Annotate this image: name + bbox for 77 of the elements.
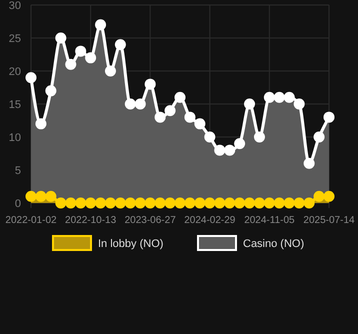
- point: [104, 198, 116, 208]
- point: [184, 112, 196, 123]
- x-tick-label: 2024-02-29: [184, 215, 236, 226]
- y-tick-label: 25: [8, 33, 21, 45]
- point: [164, 198, 176, 208]
- x-tick-label: 2023-06-27: [124, 215, 176, 226]
- point: [26, 72, 36, 84]
- point: [75, 46, 86, 57]
- point: [55, 32, 66, 44]
- point: [134, 198, 146, 208]
- point: [244, 98, 256, 110]
- point: [314, 132, 325, 142]
- point: [204, 132, 216, 142]
- point: [55, 198, 66, 208]
- point: [35, 118, 46, 130]
- point: [324, 112, 334, 123]
- y-tick-label: 10: [8, 132, 21, 144]
- point: [224, 144, 236, 156]
- point: [274, 198, 285, 208]
- point: [244, 198, 256, 208]
- point: [104, 66, 116, 76]
- point: [124, 98, 136, 110]
- point: [85, 198, 96, 208]
- point: [85, 52, 96, 64]
- point: [314, 190, 325, 202]
- point: [144, 78, 156, 90]
- point: [234, 198, 246, 208]
- point: [26, 190, 36, 202]
- point: [174, 198, 186, 208]
- point: [204, 198, 216, 208]
- point: [254, 198, 265, 208]
- point: [304, 158, 315, 169]
- point: [154, 112, 166, 123]
- point: [304, 198, 315, 208]
- point: [214, 144, 226, 156]
- point: [114, 198, 126, 208]
- point: [194, 198, 206, 208]
- point: [45, 85, 56, 96]
- point: [234, 138, 246, 150]
- point: [254, 132, 265, 142]
- point: [164, 105, 176, 116]
- point: [184, 198, 196, 208]
- legend-label: Casino (NO): [243, 238, 304, 250]
- point: [124, 198, 136, 208]
- point: [284, 92, 295, 103]
- point: [114, 39, 126, 50]
- point: [65, 58, 76, 70]
- point: [214, 198, 226, 208]
- point: [294, 98, 305, 110]
- y-tick-label: 5: [14, 165, 21, 177]
- x-tick-label: 2025-07-14: [303, 215, 356, 226]
- point: [224, 198, 236, 208]
- point: [284, 198, 295, 208]
- x-tick-label: 2022-10-13: [65, 215, 117, 226]
- x-tick-label: 2024-11-05: [244, 215, 296, 226]
- point: [75, 198, 86, 208]
- point: [324, 190, 334, 202]
- point: [65, 198, 76, 208]
- x-tick-label: 2022-01-02: [5, 215, 58, 226]
- y-tick-label: 0: [14, 198, 21, 210]
- point: [294, 198, 305, 208]
- point: [154, 198, 166, 208]
- point: [174, 92, 186, 103]
- point: [95, 19, 106, 30]
- y-tick-label: 15: [8, 99, 21, 111]
- point: [35, 190, 46, 202]
- point: [134, 98, 146, 110]
- point: [274, 92, 285, 103]
- legend-label: In lobby (NO): [98, 238, 164, 250]
- point: [45, 190, 56, 202]
- point: [144, 198, 156, 208]
- point: [95, 198, 106, 208]
- y-tick-label: 20: [8, 66, 21, 78]
- y-tick-label: 30: [8, 0, 21, 12]
- point: [194, 118, 206, 130]
- point: [264, 92, 275, 103]
- point: [264, 198, 275, 208]
